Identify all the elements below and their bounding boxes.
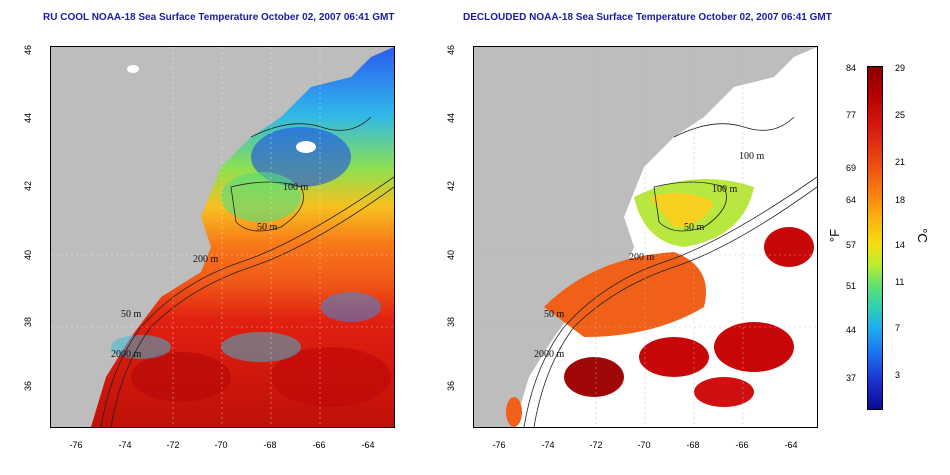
- right-lon-tick-68: -68: [686, 440, 700, 450]
- left-lon-tick-64: -64: [361, 440, 375, 450]
- colorbar-c-21: 21: [895, 157, 906, 167]
- contour-label-50m: 50 m: [257, 222, 278, 233]
- contour-label-100m: 100 m: [283, 182, 309, 193]
- left-sst-map[interactable]: 100 m 50 m 200 m 50 m 2000 m: [50, 46, 395, 428]
- right-lon-tick-64: -64: [784, 440, 798, 450]
- left-lat-tick-46: 46: [23, 45, 33, 56]
- left-lat-tick-44: 44: [23, 113, 33, 124]
- right-lon-tick-70: -70: [637, 440, 651, 450]
- colorbar-f-57: 57: [846, 240, 857, 250]
- colorbar-c-18: 18: [895, 195, 906, 205]
- colorbar-f-69: 69: [846, 163, 857, 173]
- left-lat-tick-36: 36: [23, 381, 33, 392]
- contour-label-50m-south: 50 m: [121, 309, 142, 320]
- contour-label-2000m-right: 2000 m: [534, 349, 565, 360]
- right-lat-tick-38: 38: [446, 317, 456, 328]
- colorbar-f-84: 84: [846, 63, 857, 73]
- celsius-unit-label: °C: [914, 228, 930, 243]
- colorbar-f-37: 37: [846, 373, 857, 383]
- right-lon-tick-72: -72: [589, 440, 603, 450]
- fahrenheit-unit-label: °F: [827, 228, 843, 243]
- right-lon-tick-66: -66: [735, 440, 749, 450]
- colorbar-f-51: 51: [846, 281, 857, 291]
- left-lon-tick-76: -76: [69, 440, 83, 450]
- right-lat-tick-46: 46: [446, 45, 456, 56]
- colorbar-c-11: 11: [895, 277, 905, 287]
- right-lon-tick-76: -76: [492, 440, 506, 450]
- right-map-title: DECLOUDED NOAA-18 Sea Surface Temperatur…: [463, 12, 832, 23]
- left-lon-tick-70: -70: [214, 440, 228, 450]
- right-lat-tick-44: 44: [446, 113, 456, 124]
- colorbar-f-64: 64: [846, 195, 857, 205]
- left-lat-tick-42: 42: [23, 181, 33, 192]
- right-lon-tick-74: -74: [541, 440, 555, 450]
- temperature-colorbar: [867, 66, 883, 410]
- left-lon-tick-74: -74: [118, 440, 132, 450]
- colorbar-c-3: 3: [895, 370, 901, 380]
- left-lon-tick-66: -66: [312, 440, 326, 450]
- colorbar-c-14: 14: [895, 240, 906, 250]
- left-lat-tick-40: 40: [23, 250, 33, 261]
- contour-label-2000m: 2000 m: [111, 349, 142, 360]
- contour-label-100m-right: 100 m: [712, 184, 738, 195]
- colorbar-c-7: 7: [895, 323, 901, 333]
- left-lat-tick-38: 38: [23, 317, 33, 328]
- colorbar-f-44: 44: [846, 325, 857, 335]
- left-map-title: RU COOL NOAA-18 Sea Surface Temperature …: [43, 12, 395, 23]
- right-lat-tick-42: 42: [446, 181, 456, 192]
- contour-label-50m-south-right: 50 m: [544, 309, 565, 320]
- right-lat-tick-36: 36: [446, 381, 456, 392]
- contour-label-100m-north: 100 m: [739, 151, 765, 162]
- right-lat-tick-40: 40: [446, 250, 456, 261]
- contour-label-200m-right: 200 m: [629, 252, 655, 263]
- left-lon-tick-68: -68: [263, 440, 277, 450]
- colorbar-f-77: 77: [846, 110, 857, 120]
- left-lon-tick-72: -72: [166, 440, 180, 450]
- right-declouded-map[interactable]: 100 m 100 m 50 m 200 m 50 m 2000 m: [473, 46, 818, 428]
- contour-label-200m: 200 m: [193, 254, 219, 265]
- colorbar-c-29: 29: [895, 63, 906, 73]
- colorbar-c-25: 25: [895, 110, 906, 120]
